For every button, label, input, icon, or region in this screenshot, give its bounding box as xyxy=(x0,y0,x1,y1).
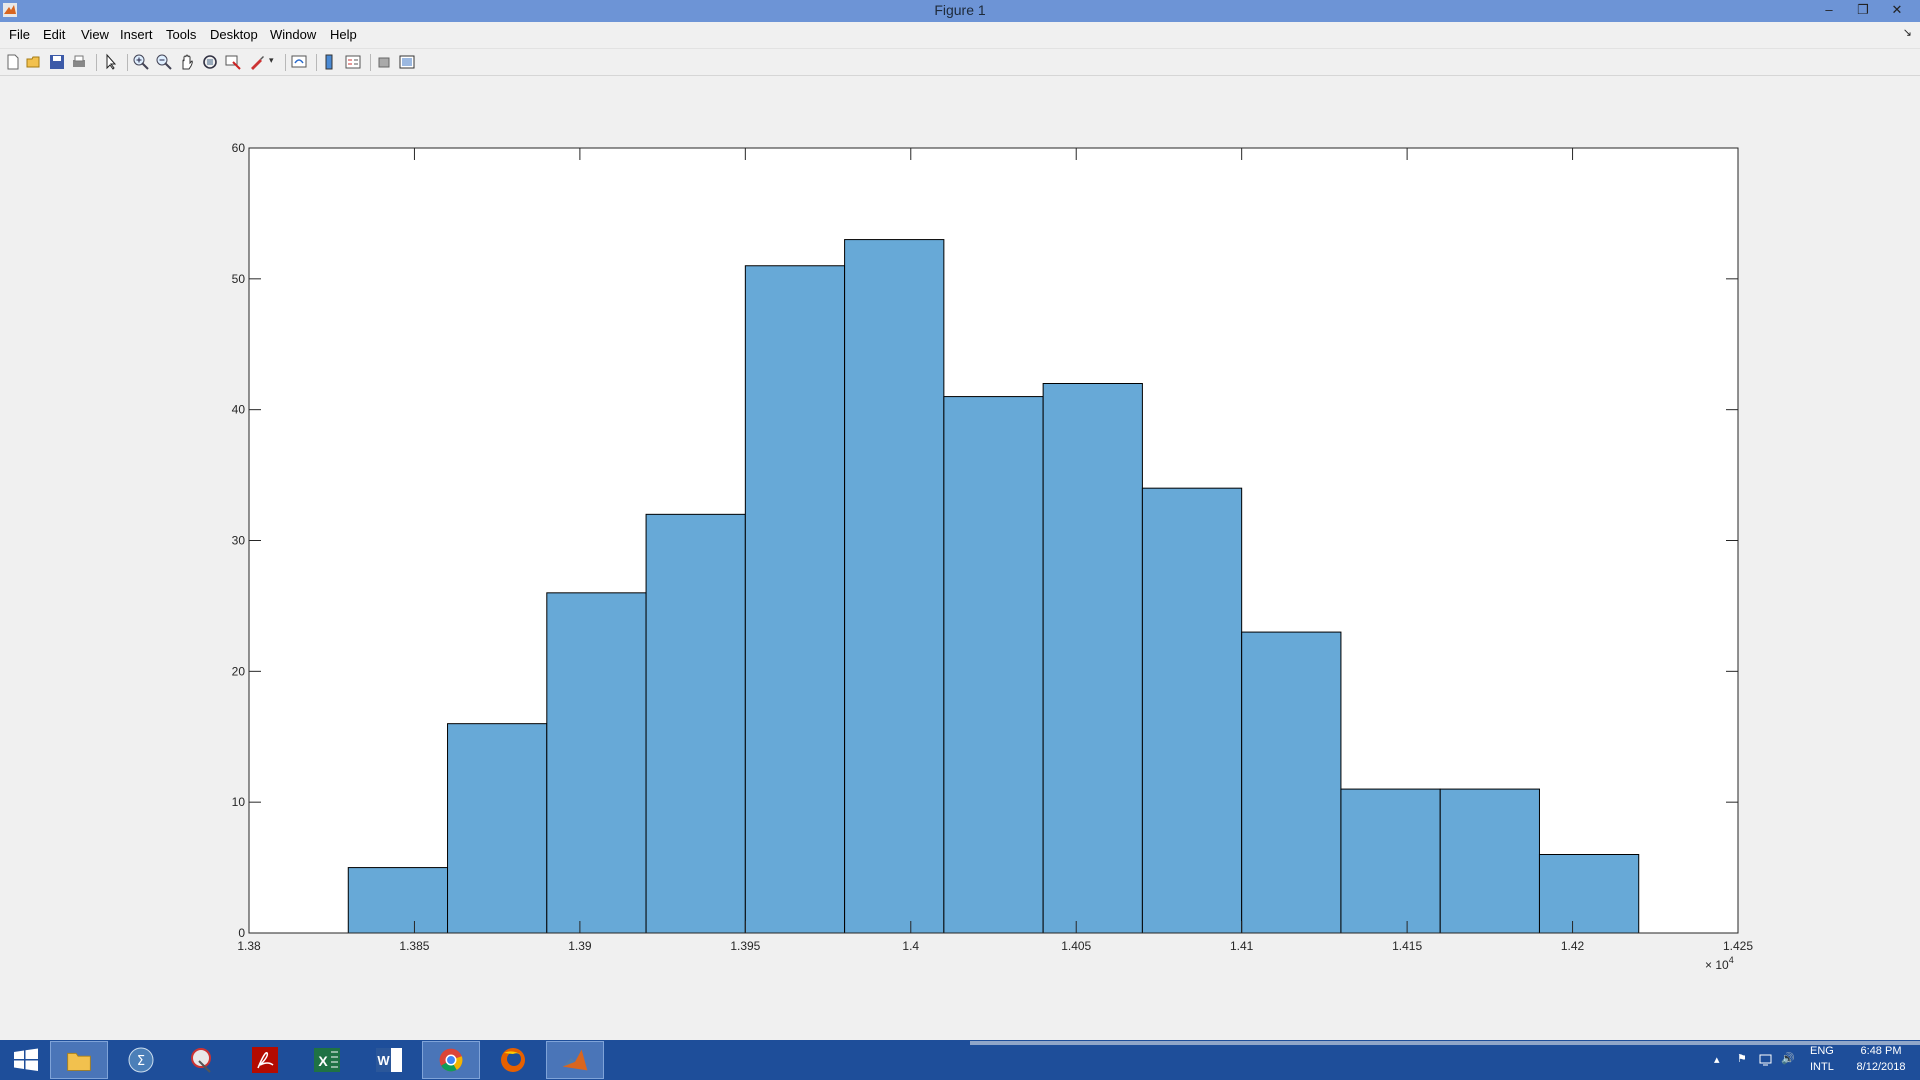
dock-figure-icon[interactable]: ↘ xyxy=(1902,27,1912,39)
svg-text:X: X xyxy=(318,1053,328,1069)
histogram-bar[interactable] xyxy=(546,592,647,934)
hide-plot-tools-icon[interactable] xyxy=(375,53,393,71)
window-title: Figure 1 xyxy=(934,2,986,18)
x-tick-label: 1.39 xyxy=(568,939,592,953)
menu-edit[interactable]: Edit xyxy=(43,27,66,42)
clock-time: 6:48 PM xyxy=(1860,1045,1902,1057)
windows-taskbar: Σ X W ▴ ⚑ 🔊 xyxy=(0,1040,1920,1080)
windows-start-icon[interactable] xyxy=(2,1041,50,1079)
toolbar-separator xyxy=(127,54,128,71)
x-tick-label: 1.395 xyxy=(730,939,760,953)
toolbar-separator xyxy=(316,54,317,71)
x-tick-label: 1.425 xyxy=(1723,939,1753,953)
histogram-bar[interactable] xyxy=(844,239,945,934)
show-plot-tools-icon[interactable] xyxy=(398,53,416,71)
matlab-app-icon[interactable] xyxy=(3,3,17,17)
figure-toolbar: ▾ xyxy=(0,49,1920,76)
menu-view[interactable]: View xyxy=(81,27,109,42)
keyboard-layout: INTL xyxy=(1810,1061,1834,1073)
file-explorer-icon[interactable] xyxy=(50,1041,108,1079)
brush-icon[interactable] xyxy=(248,53,266,71)
restore-button[interactable]: ❐ xyxy=(1857,2,1869,17)
taskbar-highlight xyxy=(970,1041,1920,1045)
histogram-bar[interactable] xyxy=(1340,788,1441,934)
zoom-out-icon[interactable] xyxy=(155,53,173,71)
acrobat-icon[interactable] xyxy=(236,1041,294,1079)
clock[interactable]: 6:48 PM 8/12/2018 xyxy=(1846,1040,1916,1080)
toolbar-separator xyxy=(370,54,371,71)
rotate-icon[interactable] xyxy=(201,53,219,71)
save-icon[interactable] xyxy=(48,53,66,71)
toolbar-separator xyxy=(285,54,286,71)
y-tick-label: 50 xyxy=(232,272,246,286)
colorbar-icon[interactable] xyxy=(321,53,339,71)
clock-date: 8/12/2018 xyxy=(1856,1061,1906,1073)
histogram-bar[interactable] xyxy=(1141,487,1243,934)
histogram-bar[interactable] xyxy=(645,513,746,934)
snipping-tool-icon[interactable] xyxy=(174,1041,232,1079)
print-icon[interactable] xyxy=(70,53,88,71)
menu-file[interactable]: File xyxy=(9,27,30,42)
x-exponent-label: × 104 xyxy=(1705,955,1734,972)
data-cursor-icon[interactable] xyxy=(224,53,242,71)
menu-tools[interactable]: Tools xyxy=(166,27,197,42)
toolbar-separator xyxy=(96,54,97,71)
menu-desktop[interactable]: Desktop xyxy=(210,27,258,42)
x-tick-label: 1.385 xyxy=(399,939,429,953)
histogram-chart[interactable]: 1.38 1.385 1.39 1.395 1.4 1.405 1.41 1.415 1.42 1… xyxy=(0,76,1920,1040)
histogram-bar[interactable] xyxy=(1241,631,1342,934)
y-tick-label: 0 xyxy=(238,926,245,940)
histogram-bar[interactable] xyxy=(447,723,548,934)
histogram-bar[interactable] xyxy=(1439,788,1540,934)
x-tick-label: 1.38 xyxy=(237,939,261,953)
x-tick-label: 1.41 xyxy=(1230,939,1254,953)
y-tick-label: 40 xyxy=(232,403,246,417)
histogram-bar[interactable] xyxy=(744,265,846,934)
histogram-bar[interactable] xyxy=(1538,854,1640,934)
histogram-bar[interactable] xyxy=(943,396,1044,934)
language-code: ENG xyxy=(1810,1045,1834,1057)
pan-icon[interactable] xyxy=(178,53,196,71)
x-tick-label: 1.415 xyxy=(1392,939,1422,953)
menu-window[interactable]: Window xyxy=(270,27,317,42)
svg-text:Σ: Σ xyxy=(137,1054,145,1069)
figure-canvas: 1.38 1.385 1.39 1.395 1.4 1.405 1.41 1.415 1.42 1… xyxy=(0,76,1920,1040)
select-arrow-icon[interactable] xyxy=(102,53,120,71)
network-icon[interactable] xyxy=(1756,1040,1776,1080)
link-plot-icon[interactable] xyxy=(290,53,308,71)
word-icon[interactable]: W xyxy=(360,1041,418,1079)
y-tick-label: 20 xyxy=(232,664,246,678)
y-tick-label: 10 xyxy=(232,795,246,809)
axes-box xyxy=(248,147,1739,934)
x-tick-label: 1.4 xyxy=(902,939,919,953)
new-figure-icon[interactable] xyxy=(4,53,22,71)
menu-help[interactable]: Help xyxy=(330,27,357,42)
legend-icon[interactable] xyxy=(344,53,362,71)
x-tick-label: 1.42 xyxy=(1561,939,1585,953)
minimize-button[interactable]: – xyxy=(1825,2,1833,17)
x-tick-label: 1.405 xyxy=(1061,939,1091,953)
histogram-bar[interactable] xyxy=(1042,383,1143,934)
action-center-flag-icon[interactable]: ⚑ xyxy=(1737,1053,1747,1065)
maple-icon[interactable]: Σ xyxy=(112,1041,170,1079)
y-tick-label: 60 xyxy=(232,141,246,155)
y-tick-label: 30 xyxy=(232,534,246,548)
window-titlebar: Figure 1 – ❐ ✕ xyxy=(0,0,1920,22)
matlab-icon[interactable] xyxy=(546,1041,604,1079)
menu-insert[interactable]: Insert xyxy=(120,27,153,42)
input-language-indicator[interactable]: ENG INTL xyxy=(1806,1040,1846,1080)
brush-dropdown-icon[interactable]: ▾ xyxy=(269,55,274,65)
chrome-icon[interactable] xyxy=(422,1041,480,1079)
zoom-in-icon[interactable] xyxy=(132,53,150,71)
histogram-bar[interactable] xyxy=(347,867,449,934)
menu-bar: File Edit View Insert Tools Desktop Wind… xyxy=(0,22,1920,49)
svg-text:W: W xyxy=(377,1053,390,1068)
firefox-icon[interactable] xyxy=(484,1041,542,1079)
volume-icon[interactable]: 🔊 xyxy=(1781,1053,1795,1065)
open-file-icon[interactable] xyxy=(25,53,43,71)
excel-icon[interactable]: X xyxy=(298,1041,356,1079)
close-button[interactable]: ✕ xyxy=(1891,2,1903,17)
show-hidden-icons-icon[interactable]: ▴ xyxy=(1714,1054,1720,1066)
